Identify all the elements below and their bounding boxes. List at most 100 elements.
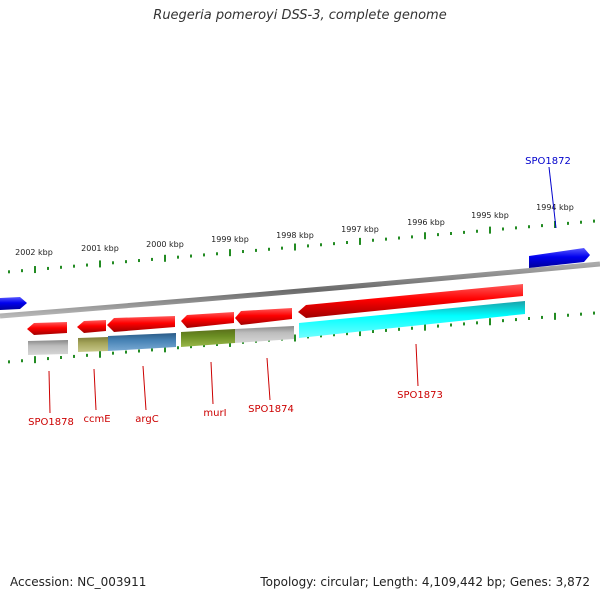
major-tick bbox=[229, 249, 231, 257]
domain-bar-muri[interactable] bbox=[181, 329, 235, 347]
leader-line-muri bbox=[210, 361, 214, 405]
minor-tick bbox=[580, 220, 582, 224]
gene-label-spo1874[interactable]: SPO1874 bbox=[248, 404, 294, 415]
scale-label: 1998 kbp bbox=[276, 231, 314, 240]
minor-tick bbox=[502, 227, 504, 231]
minor-tick bbox=[320, 334, 322, 338]
minor-tick bbox=[8, 270, 10, 274]
minor-tick bbox=[21, 359, 23, 363]
minor-tick bbox=[320, 243, 322, 247]
domain-bar-argc[interactable] bbox=[108, 333, 176, 351]
gene-spo1873-arrow[interactable] bbox=[298, 284, 523, 318]
major-tick bbox=[489, 318, 491, 326]
minor-tick bbox=[437, 233, 439, 237]
domain-bar-ccme[interactable] bbox=[78, 337, 108, 352]
gene-muri-arrow[interactable] bbox=[181, 312, 234, 328]
minor-tick bbox=[86, 353, 88, 357]
gene-argc-arrow[interactable] bbox=[107, 316, 175, 332]
minor-tick bbox=[411, 326, 413, 330]
gene-label-argc[interactable]: argC bbox=[135, 414, 158, 425]
minor-tick bbox=[177, 346, 179, 350]
minor-tick bbox=[60, 356, 62, 359]
minor-tick bbox=[515, 226, 517, 230]
major-tick bbox=[554, 312, 556, 320]
leader-line-spo1872 bbox=[548, 166, 557, 229]
gene-spo1874-arrow[interactable] bbox=[235, 308, 292, 325]
minor-tick bbox=[112, 351, 114, 355]
minor-tick bbox=[8, 360, 10, 364]
gene-label-muri[interactable]: murI bbox=[203, 408, 226, 419]
gene-ccme-arrow[interactable] bbox=[77, 320, 106, 333]
major-tick bbox=[489, 226, 491, 234]
minor-tick bbox=[346, 332, 348, 336]
genome-backbone bbox=[0, 261, 600, 319]
minor-tick bbox=[268, 247, 270, 251]
minor-tick bbox=[580, 312, 582, 316]
domain-bar-spo1873[interactable] bbox=[299, 301, 525, 338]
minor-tick bbox=[138, 349, 140, 353]
domain-bar-spo1874[interactable] bbox=[235, 326, 294, 343]
minor-tick bbox=[385, 328, 387, 332]
minor-tick bbox=[151, 257, 153, 261]
major-tick bbox=[294, 243, 296, 251]
minor-tick bbox=[216, 343, 218, 346]
major-tick bbox=[34, 356, 36, 364]
minor-tick bbox=[593, 311, 595, 315]
major-tick bbox=[424, 232, 426, 240]
scale-label: 2001 kbp bbox=[81, 244, 119, 253]
minor-tick bbox=[138, 259, 140, 263]
genome-summary-text: Topology: circular; Length: 4,109,442 bp… bbox=[260, 575, 590, 589]
minor-tick bbox=[398, 236, 400, 240]
major-tick bbox=[164, 254, 166, 262]
major-tick bbox=[359, 237, 361, 245]
minor-tick bbox=[463, 230, 465, 234]
minor-tick bbox=[346, 241, 348, 245]
minor-tick bbox=[125, 260, 127, 264]
major-tick bbox=[229, 339, 231, 347]
minor-tick bbox=[216, 252, 218, 256]
leader-line-spo1873 bbox=[415, 343, 419, 387]
minor-tick bbox=[125, 350, 127, 354]
gene-label-spo1872[interactable]: SPO1872 bbox=[525, 156, 571, 167]
minor-tick bbox=[541, 315, 543, 319]
minor-tick bbox=[177, 255, 179, 259]
leader-line-ccme bbox=[93, 368, 97, 411]
major-tick bbox=[294, 334, 296, 342]
gene-label-spo1878[interactable]: SPO1878 bbox=[28, 417, 74, 428]
upper-tick-row bbox=[8, 219, 595, 274]
minor-tick bbox=[450, 232, 452, 235]
minor-tick bbox=[255, 248, 257, 252]
gene-spo1878-arrow[interactable] bbox=[27, 322, 67, 335]
domain-bar-spo1878[interactable] bbox=[28, 340, 68, 355]
minor-tick bbox=[567, 313, 569, 317]
major-tick bbox=[99, 260, 101, 268]
minor-tick bbox=[450, 323, 452, 327]
minor-tick bbox=[73, 354, 75, 358]
minor-tick bbox=[463, 322, 465, 326]
gene-partial-left-arrow[interactable] bbox=[0, 297, 27, 310]
minor-tick bbox=[242, 250, 244, 254]
minor-tick bbox=[437, 324, 439, 328]
gene-label-spo1873[interactable]: SPO1873 bbox=[397, 390, 443, 401]
minor-tick bbox=[151, 348, 153, 352]
scale-label: 1997 kbp bbox=[341, 225, 379, 234]
scale-label: 1999 kbp bbox=[211, 235, 249, 244]
minor-tick bbox=[333, 242, 335, 246]
major-tick bbox=[164, 345, 166, 353]
leader-line-spo1874 bbox=[266, 357, 271, 401]
gene-spo1872-arrow[interactable] bbox=[529, 248, 590, 268]
minor-tick bbox=[385, 237, 387, 241]
major-tick bbox=[99, 350, 101, 358]
scale-label: 1994 kbp bbox=[536, 203, 574, 212]
scale-label: 1995 kbp bbox=[471, 211, 509, 220]
minor-tick bbox=[47, 357, 49, 361]
major-tick bbox=[34, 266, 36, 274]
major-tick bbox=[554, 220, 556, 228]
gene-label-ccme[interactable]: ccmE bbox=[83, 414, 110, 425]
minor-tick bbox=[73, 264, 75, 268]
minor-tick bbox=[60, 265, 62, 269]
minor-tick bbox=[528, 317, 530, 320]
minor-tick bbox=[567, 221, 569, 225]
minor-tick bbox=[47, 266, 49, 270]
major-tick bbox=[359, 329, 361, 337]
